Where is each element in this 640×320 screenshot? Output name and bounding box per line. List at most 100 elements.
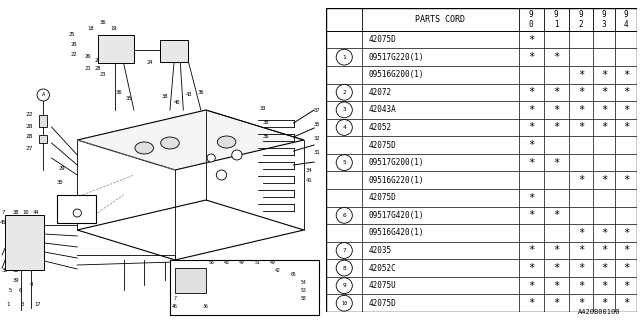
Text: *: * [553,281,559,291]
Text: 40: 40 [174,100,180,106]
Text: 1: 1 [342,55,346,60]
Text: 3: 3 [21,302,24,308]
Text: *: * [528,105,534,115]
Text: 18: 18 [88,26,94,30]
Text: 51: 51 [255,260,260,266]
Bar [39,135,47,143]
Text: *: * [623,105,629,115]
Text: *: * [578,245,584,255]
Text: 44: 44 [33,210,39,214]
Text: 9: 9 [579,10,583,19]
Text: 23: 23 [100,73,106,77]
Text: 1: 1 [6,302,10,308]
Ellipse shape [135,142,154,154]
Circle shape [336,120,352,135]
Circle shape [216,170,227,180]
Text: 26: 26 [95,58,101,62]
Text: *: * [553,123,559,132]
Text: 28: 28 [95,66,101,70]
Text: 9: 9 [602,10,607,19]
Text: 42043A: 42043A [368,105,396,114]
Text: *: * [578,281,584,291]
Text: 39: 39 [2,268,8,273]
Text: 7: 7 [342,248,346,253]
Text: *: * [578,228,584,238]
Text: 31: 31 [314,150,321,156]
Bar [159,40,189,62]
Text: 42075U: 42075U [368,281,396,290]
Text: 9: 9 [623,10,628,19]
Text: 28: 28 [25,124,33,129]
Text: 39: 39 [12,277,19,283]
Text: 53: 53 [301,287,307,292]
Circle shape [336,155,352,171]
Text: 37: 37 [314,108,321,113]
Circle shape [336,243,352,258]
Text: 36: 36 [203,305,209,309]
Text: *: * [528,123,534,132]
Text: *: * [553,210,559,220]
Bar [57,195,96,223]
Text: 30: 30 [56,180,63,185]
Text: 9: 9 [342,283,346,288]
Text: *: * [623,245,629,255]
Text: 42075D: 42075D [368,193,396,202]
Text: *: * [553,87,559,97]
Text: 3: 3 [342,108,346,112]
Text: 5: 5 [342,160,346,165]
Bar [98,35,134,63]
Text: *: * [528,263,534,273]
Text: 45: 45 [0,220,6,225]
Text: *: * [553,158,559,168]
Text: 25: 25 [69,33,76,37]
Circle shape [232,150,242,160]
Text: 26: 26 [84,54,91,60]
Text: 22: 22 [25,113,33,117]
Text: 46: 46 [172,305,178,309]
Text: *: * [553,298,559,308]
Text: *: * [553,263,559,273]
Text: 42075D: 42075D [368,299,396,308]
Text: *: * [578,263,584,273]
Text: 36: 36 [262,133,269,139]
Text: *: * [553,105,559,115]
Text: 42: 42 [275,268,281,273]
Circle shape [73,209,81,217]
Ellipse shape [218,136,236,148]
Text: 36: 36 [198,91,204,95]
Text: 36: 36 [115,91,122,95]
Circle shape [336,49,352,65]
Text: *: * [601,175,607,185]
Text: *: * [553,245,559,255]
Text: *: * [601,70,607,80]
Text: 42075D: 42075D [368,140,396,149]
Text: A: A [42,92,45,98]
Text: 09517G420(1): 09517G420(1) [368,211,424,220]
Text: 21: 21 [84,66,91,70]
Text: 09516G200(1): 09516G200(1) [368,70,424,79]
Text: 6: 6 [19,287,22,292]
Text: *: * [578,298,584,308]
Circle shape [336,207,352,223]
Text: 3: 3 [602,20,607,29]
Text: 38: 38 [161,94,168,100]
Text: 22: 22 [71,52,77,58]
Text: 4: 4 [623,20,628,29]
Text: 29: 29 [58,165,65,171]
Text: 42072: 42072 [368,88,392,97]
Text: 43: 43 [185,92,192,98]
Text: *: * [578,105,584,115]
Text: 49: 49 [270,260,276,266]
Text: 35: 35 [314,123,321,127]
Text: 38: 38 [12,268,19,273]
Text: 42052C: 42052C [368,264,396,273]
Text: 09516G420(1): 09516G420(1) [368,228,424,237]
Circle shape [336,84,352,100]
Circle shape [207,154,215,162]
Text: *: * [601,281,607,291]
Bar [39,115,47,127]
Text: 35: 35 [125,95,132,100]
Text: 24: 24 [146,60,152,65]
Text: *: * [528,210,534,220]
Text: *: * [578,175,584,185]
